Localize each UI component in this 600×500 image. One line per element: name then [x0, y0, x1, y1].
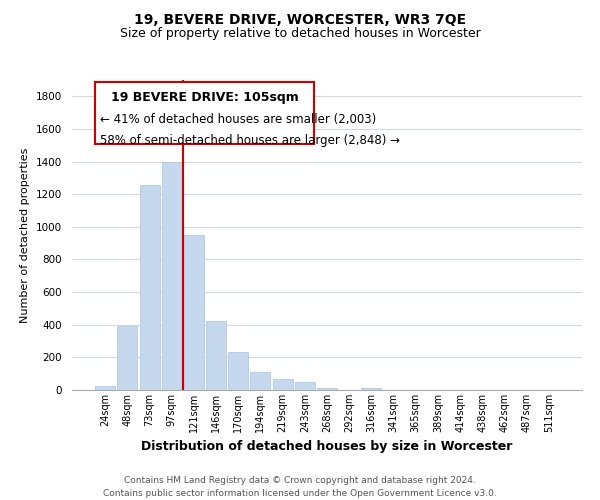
- X-axis label: Distribution of detached houses by size in Worcester: Distribution of detached houses by size …: [142, 440, 512, 454]
- Bar: [250, 372, 271, 390]
- Text: ← 41% of detached houses are smaller (2,003): ← 41% of detached houses are smaller (2,…: [100, 113, 376, 126]
- Bar: [140, 185, 160, 390]
- FancyBboxPatch shape: [95, 82, 314, 144]
- Bar: [184, 235, 204, 390]
- Text: 58% of semi-detached houses are larger (2,848) →: 58% of semi-detached houses are larger (…: [100, 134, 400, 147]
- Bar: [361, 388, 382, 390]
- Text: Size of property relative to detached houses in Worcester: Size of property relative to detached ho…: [119, 28, 481, 40]
- Text: Contains HM Land Registry data © Crown copyright and database right 2024.
Contai: Contains HM Land Registry data © Crown c…: [103, 476, 497, 498]
- Text: 19, BEVERE DRIVE, WORCESTER, WR3 7QE: 19, BEVERE DRIVE, WORCESTER, WR3 7QE: [134, 12, 466, 26]
- Y-axis label: Number of detached properties: Number of detached properties: [20, 148, 31, 322]
- Text: 19 BEVERE DRIVE: 105sqm: 19 BEVERE DRIVE: 105sqm: [110, 91, 298, 104]
- Bar: [272, 378, 293, 390]
- Bar: [95, 386, 115, 390]
- Bar: [118, 326, 137, 390]
- Bar: [228, 352, 248, 390]
- Bar: [317, 388, 337, 390]
- Bar: [206, 320, 226, 390]
- Bar: [162, 162, 182, 390]
- Bar: [295, 382, 315, 390]
